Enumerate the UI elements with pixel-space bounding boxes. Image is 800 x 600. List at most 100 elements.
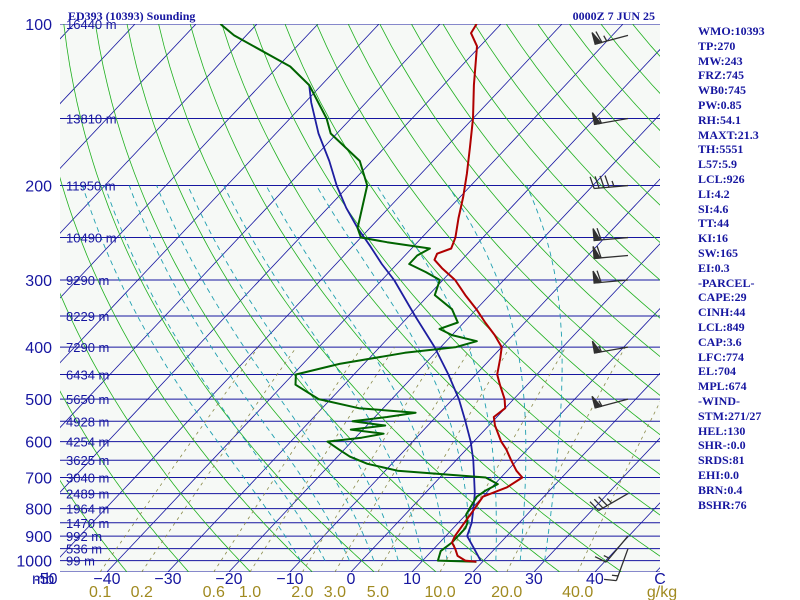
- wind-barb-105: [591, 31, 629, 45]
- moist-adiabat: [376, 185, 497, 561]
- index-item: KI:16: [698, 231, 728, 246]
- moist-adiabat: [156, 185, 375, 561]
- dry-adiabat: [60, 176, 313, 572]
- height-label: 5650 m: [66, 392, 109, 407]
- temperature-trace: [433, 24, 524, 563]
- mixing-ratio-line: [141, 346, 297, 572]
- index-item: RH:54.1: [698, 112, 741, 127]
- index-item: EL:704: [698, 364, 737, 379]
- dry-adiabat: [284, 24, 660, 476]
- isotherm--110: [60, 24, 197, 169]
- temperature-tick-label: 40: [586, 571, 604, 588]
- mixing-ratio-tick-label: 20.0: [491, 584, 522, 600]
- dry-adiabat: [60, 292, 251, 572]
- temperature-tick-label: 20: [464, 571, 482, 588]
- index-item: MAXT:21.3: [698, 127, 759, 142]
- pressure-tick-label: 900: [25, 529, 52, 546]
- moist-adiabat: [316, 185, 472, 561]
- index-item: TP:270: [698, 38, 736, 53]
- index-item: LCL:849: [698, 319, 745, 334]
- dry-adiabat: [126, 24, 499, 572]
- mixing-ratio-tick-label: 2.0: [291, 584, 313, 600]
- pressure-tick-label: 200: [25, 179, 52, 196]
- height-label: 7290 m: [66, 340, 109, 355]
- moist-adiabat: [82, 185, 301, 561]
- height-label: 8229 m: [66, 309, 109, 324]
- wind-barb-150: [591, 112, 629, 126]
- index-item: TT:44: [698, 216, 730, 231]
- index-item: FRZ:745: [698, 68, 744, 83]
- wind-barb-950: [604, 548, 629, 582]
- index-item: LFC:774: [698, 349, 744, 364]
- mixing-ratio-tick-label: 10.0: [424, 584, 455, 600]
- isotherm-20: [472, 372, 660, 572]
- mixing-ratio-line: [99, 346, 259, 572]
- isotherm--50: [60, 24, 563, 558]
- height-label: 536 m: [66, 542, 102, 557]
- temperature-tick-label: 10: [403, 571, 421, 588]
- height-label: 2489 m: [66, 487, 109, 502]
- index-item: MPL:674: [698, 379, 747, 394]
- height-label: 10490 m: [66, 231, 117, 246]
- height-label: 9290 m: [66, 273, 109, 288]
- moist-adiabat: [187, 185, 399, 561]
- temperature-tick-label: −20: [215, 571, 242, 588]
- moist-adiabat: [265, 185, 448, 561]
- wind-barb-200: [589, 175, 629, 190]
- mixing-ratio-line: [577, 401, 660, 572]
- dewpoint-trace: [219, 24, 499, 563]
- isotherm--60: [60, 24, 502, 493]
- temperature-tick-label: −10: [276, 571, 303, 588]
- wind-barb-400: [591, 340, 629, 354]
- index-item: BRN:0.4: [698, 482, 743, 497]
- height-label: 3625 m: [66, 453, 109, 468]
- isotherm-0: [350, 243, 660, 572]
- pressure-tick-label: 800: [25, 502, 52, 519]
- temperature-tick-label: 30: [525, 571, 543, 588]
- mixing-ratio-tick-label: 1.0: [239, 584, 261, 600]
- mixing-ratio-tick-label: 5.0: [367, 584, 389, 600]
- index-item: WMO:10393: [698, 24, 765, 38]
- index-item: CAP:3.6: [698, 334, 742, 349]
- index-item: EI:0.3: [698, 260, 730, 275]
- index-item: MW:243: [698, 53, 743, 68]
- temperature-tick-label: -50: [34, 571, 57, 588]
- isotherm--90: [60, 24, 319, 299]
- height-label: 99 m: [66, 554, 95, 569]
- index-item: SW:165: [698, 245, 739, 260]
- moist-adiabat: [104, 185, 326, 561]
- temperature-tick-label: −30: [154, 571, 181, 588]
- isotherm--20: [228, 113, 660, 572]
- temperature-tick-label: 0: [346, 571, 355, 588]
- dry-adiabat: [316, 24, 660, 436]
- wind-barb-750: [589, 493, 629, 512]
- index-item: CINH:44: [698, 305, 746, 320]
- height-label: 16440 m: [66, 17, 117, 32]
- mixing-ratio-tick-label: 0.1: [89, 584, 111, 600]
- height-label: 4254 m: [66, 435, 109, 450]
- dry-adiabat: [60, 390, 190, 572]
- isotherm-10: [411, 307, 660, 572]
- height-label: 1470 m: [66, 516, 109, 531]
- isotherm-30: [533, 437, 660, 572]
- dry-adiabat: [158, 24, 561, 572]
- dry-adiabat: [442, 24, 660, 281]
- mixing-ratio-line: [334, 346, 472, 572]
- height-label: 992 m: [66, 529, 102, 544]
- index-item: STM:271/27: [698, 408, 762, 423]
- plot-area: [60, 24, 660, 572]
- mixing-ratio-unit-label: g/kg: [647, 584, 677, 600]
- mixing-ratio-tick-label: 0.6: [203, 584, 225, 600]
- index-item: TH:5551: [698, 142, 744, 157]
- stability-indices-panel: WMO:10393 TP:270 MW:243 FRZ:745 WB0:745 PW:0.…: [698, 24, 765, 512]
- pressure-tick-label: 100: [25, 17, 52, 34]
- sounding-datetime: 0000Z 7 JUN 25: [573, 9, 655, 23]
- mixing-ratio-line: [302, 346, 443, 572]
- index-item: EHI:0.0: [698, 467, 740, 482]
- height-label: 1964 m: [66, 502, 109, 517]
- index-item: L57:5.9: [698, 157, 737, 172]
- dry-adiabat: [95, 24, 437, 572]
- height-label: 11950 m: [66, 179, 116, 194]
- height-label: 6434 m: [66, 368, 109, 383]
- dry-adiabat: [253, 24, 660, 516]
